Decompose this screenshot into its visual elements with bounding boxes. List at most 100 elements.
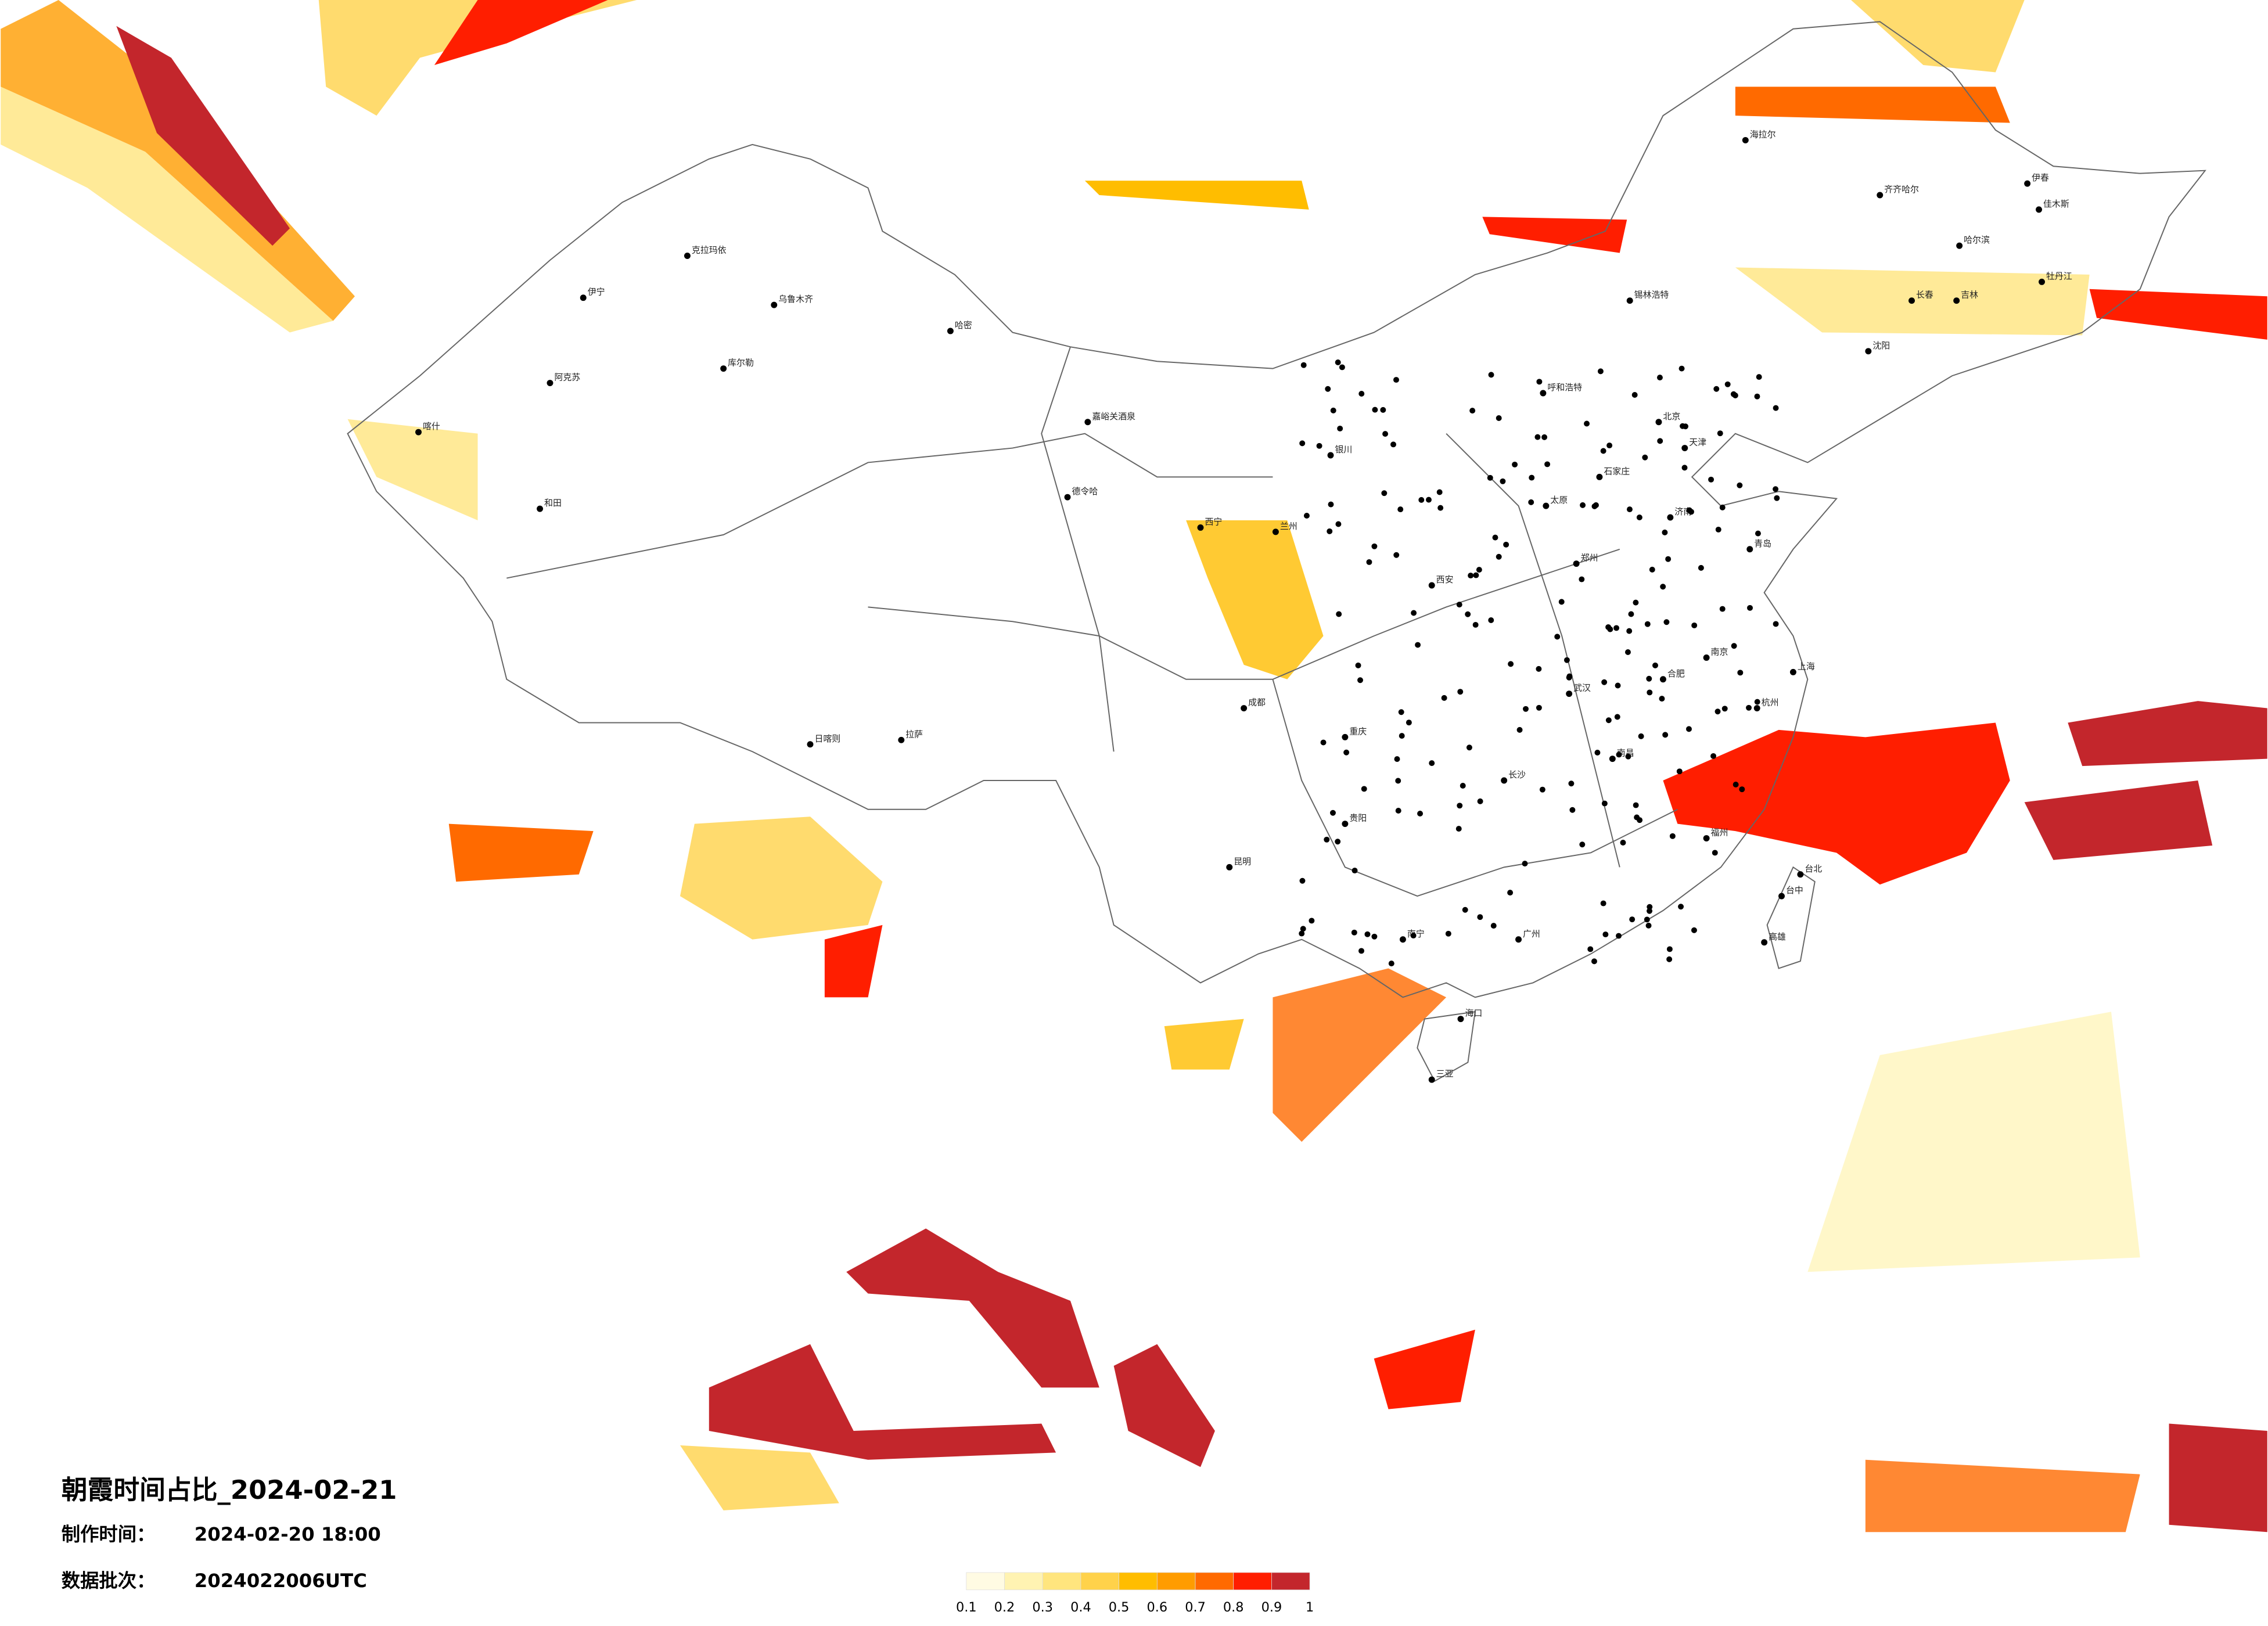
city-dot (1579, 841, 1586, 848)
city-dot (1477, 798, 1483, 804)
city-dot (1466, 744, 1472, 751)
legend-tick-label: 0.7 (1185, 1600, 1206, 1615)
city-label: 台中 (1786, 885, 1803, 895)
city-dot (547, 380, 553, 387)
city-label: 库尔勒 (728, 358, 754, 368)
city-label: 海拉尔 (1750, 129, 1776, 139)
city-dot (1468, 573, 1474, 579)
city-dot (1515, 936, 1522, 943)
city-dot (1393, 552, 1400, 558)
city-dot (1455, 826, 1462, 832)
heat-area (846, 1228, 1099, 1388)
country-outline (347, 21, 2206, 998)
city-dot (1554, 634, 1561, 640)
city-dot (1299, 930, 1305, 937)
city-dot (1659, 696, 1665, 702)
city-label: 三亚 (1436, 1069, 1454, 1079)
city-dot (1197, 524, 1204, 531)
heat-area (1164, 1019, 1244, 1070)
city-dot (1568, 780, 1575, 787)
city-dot (1667, 514, 1674, 521)
city-dot (1330, 407, 1336, 413)
legend: 0.1 0.2 0.3 0.4 0.5 0.6 0.7 0.8 0.9 1 (956, 1572, 1314, 1615)
city-label: 西宁 (1205, 516, 1222, 527)
city-dot (1703, 654, 1710, 661)
city-label: 伊宁 (588, 287, 605, 297)
legend-tick-label: 1 (1306, 1600, 1314, 1615)
city-dot (1569, 807, 1576, 813)
heat-area (1, 0, 355, 321)
city-dot (1584, 420, 1590, 427)
city-label: 太原 (1550, 495, 1568, 505)
province-line (1041, 347, 1115, 752)
city-dot (1753, 705, 1760, 712)
city-dot (1865, 348, 1872, 355)
city-label: 拉萨 (905, 729, 923, 739)
city-label: 昆明 (1234, 856, 1251, 866)
city-dot (1428, 582, 1435, 589)
city-dot (1662, 529, 1668, 535)
city-dot (1605, 717, 1612, 724)
city-dot (1566, 673, 1573, 679)
city-label: 兰州 (1280, 521, 1297, 531)
city-dot (1737, 482, 1743, 488)
heat-area (2024, 780, 2213, 860)
city-dot (1746, 546, 1753, 553)
city-dot (1492, 534, 1498, 541)
city-dot (1587, 946, 1594, 952)
legend-swatch (1042, 1572, 1081, 1591)
city-dot (1372, 406, 1378, 413)
city-label: 德令哈 (1072, 486, 1098, 497)
city-label: 哈密 (955, 320, 972, 330)
city-dot (1327, 452, 1334, 459)
city-dot (1426, 497, 1432, 503)
city-dot (1646, 675, 1652, 682)
city-dot (1710, 753, 1717, 759)
city-label: 齐齐哈尔 (1884, 184, 1919, 195)
city-label: 郑州 (1581, 553, 1598, 563)
made-value: 2024-02-20 18:00 (195, 1523, 381, 1545)
city-dot (1299, 877, 1306, 884)
legend-swatch (1156, 1572, 1196, 1591)
city-dot (1657, 438, 1663, 444)
batch-label: 数据批次： (62, 1570, 156, 1592)
legend-tick-label: 0.2 (994, 1600, 1015, 1615)
city-label: 杭州 (1762, 697, 1779, 708)
city-dot (1678, 365, 1685, 372)
city-dot (1644, 621, 1651, 627)
boundaries (347, 21, 2206, 1082)
city-dot (1410, 933, 1417, 939)
heat-area (2068, 701, 2267, 767)
city-dot (1789, 668, 1796, 675)
heat-area (1084, 181, 1309, 210)
city-dot (1633, 802, 1639, 808)
city-dot (1636, 515, 1642, 520)
city-dot (898, 736, 905, 743)
made-label: 制作时间： (62, 1523, 156, 1545)
city-dot (1747, 605, 1753, 611)
city-dot (1733, 781, 1739, 787)
city-dot (1647, 904, 1653, 910)
city-dot (947, 328, 954, 334)
city-dot (1339, 364, 1345, 370)
city-dot (1755, 530, 1761, 537)
city-label: 成都 (1248, 697, 1266, 708)
city-dot (1953, 297, 1960, 304)
city-dot (807, 741, 814, 748)
city-dot (1397, 506, 1404, 513)
city-dot (1649, 566, 1655, 573)
city-dot (1436, 489, 1443, 495)
city-dot (1678, 904, 1684, 910)
city-dot (1342, 733, 1349, 740)
city-dot (1540, 390, 1547, 397)
city-dot (537, 505, 544, 512)
city-label: 吉林 (1961, 290, 1978, 300)
city-label: 乌鲁木齐 (778, 294, 813, 304)
city-dot (1761, 939, 1768, 946)
city-dot (1647, 689, 1653, 696)
city-dot (1797, 871, 1804, 878)
city-dot (1681, 465, 1688, 471)
city-dot (1594, 749, 1601, 756)
city-dot (1335, 839, 1341, 845)
city-dot (1371, 933, 1378, 940)
